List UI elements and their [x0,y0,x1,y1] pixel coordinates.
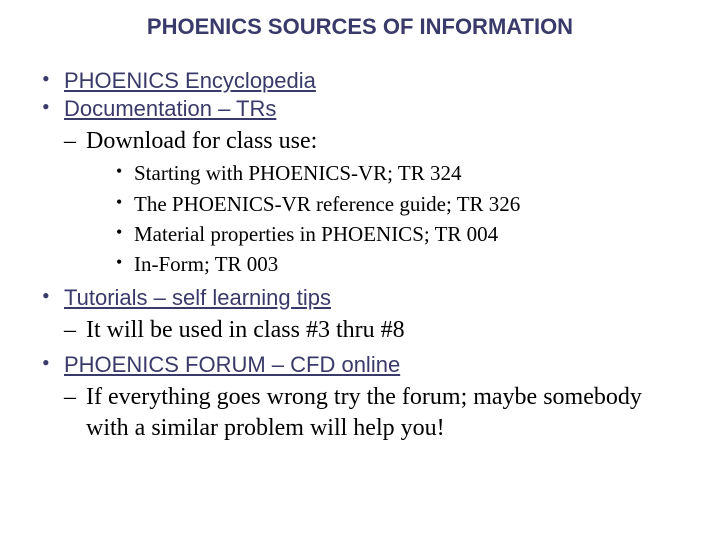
bullet-list-level3: Starting with PHOENICS-VR; TR 324 The PH… [114,159,690,278]
list-item: The PHOENICS-VR reference guide; TR 326 [114,190,690,218]
list-item: If everything goes wrong try the forum; … [64,382,690,444]
bullet-list-level2: It will be used in class #3 thru #8 [64,315,690,346]
list-item: PHOENICS FORUM – CFD online [38,352,690,378]
encyclopedia-link[interactable]: PHOENICS Encyclopedia [64,68,316,93]
list-item: Starting with PHOENICS-VR; TR 324 [114,159,690,187]
list-item: It will be used in class #3 thru #8 [64,315,690,346]
bullet-list-level1: PHOENICS Encyclopedia Documentation – TR… [38,68,690,122]
tutorials-link[interactable]: Tutorials – self learning tips [64,285,331,310]
forum-link[interactable]: PHOENICS FORUM – CFD online [64,352,400,377]
list-item: Tutorials – self learning tips [38,285,690,311]
documentation-link[interactable]: Documentation – TRs [64,96,276,121]
slide: PHOENICS SOURCES OF INFORMATION PHOENICS… [0,0,720,470]
list-item: PHOENICS Encyclopedia [38,68,690,94]
bullet-list-level2: If everything goes wrong try the forum; … [64,382,690,444]
slide-title: PHOENICS SOURCES OF INFORMATION [30,14,690,40]
bullet-list-level2: Download for class use: Starting with PH… [64,126,690,279]
forum-note: If everything goes wrong try the forum; … [86,384,642,441]
list-item: In-Form; TR 003 [114,250,690,278]
tutorials-note: It will be used in class #3 thru #8 [86,317,405,343]
download-note: Download for class use: [86,128,317,154]
list-item: Download for class use: Starting with PH… [64,126,690,279]
bullet-list-level1: Tutorials – self learning tips [38,285,690,311]
list-item: Material properties in PHOENICS; TR 004 [114,220,690,248]
bullet-list-level1: PHOENICS FORUM – CFD online [38,352,690,378]
list-item: Documentation – TRs [38,96,690,122]
